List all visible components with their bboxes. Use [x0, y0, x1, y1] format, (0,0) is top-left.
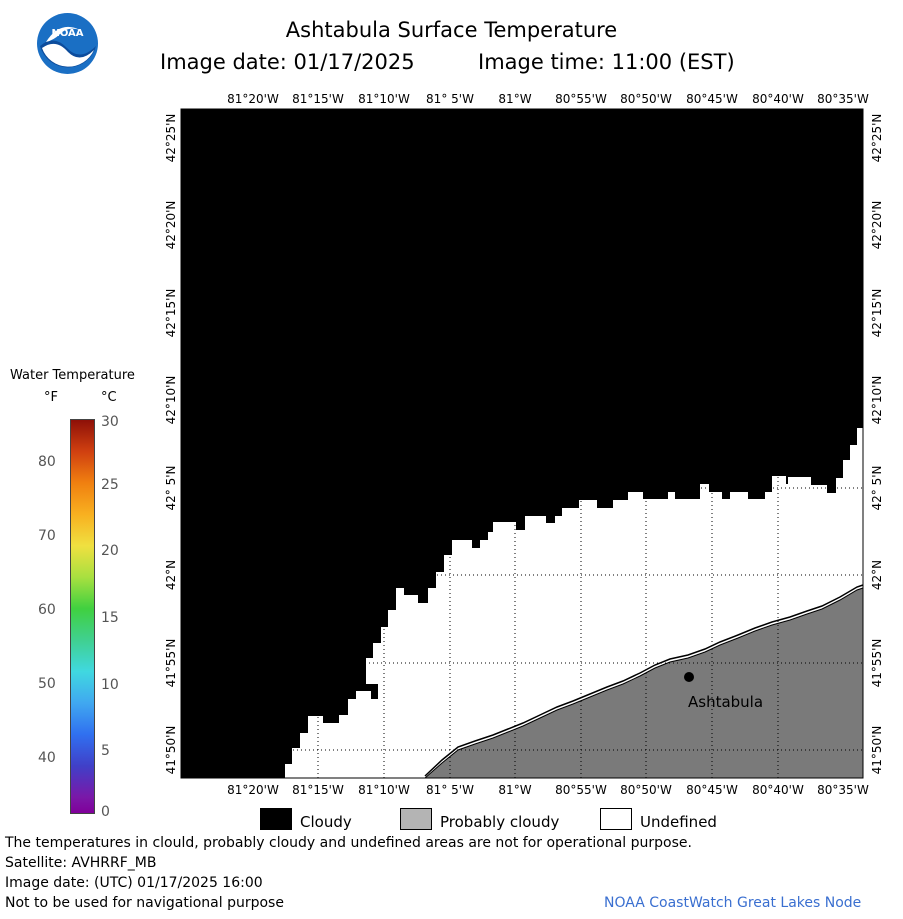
fahrenheit-tick: 50 [38, 676, 56, 692]
page-title: Ashtabula Surface Temperature [285, 18, 618, 42]
footer-satellite: Satellite: AVHRRF_MB [5, 855, 157, 871]
legend-label-probably-cloudy: Probably cloudy [440, 813, 560, 831]
footer-utc-date: Image date: (UTC) 01/17/2025 16:00 [5, 875, 263, 891]
lat-label-left: 42°10'N [164, 376, 178, 425]
lat-label-left: 42°15'N [164, 289, 178, 338]
lat-label-right: 42° 5'N [870, 466, 884, 511]
lat-label-right: 42°15'N [870, 289, 884, 338]
lon-label-top: 80°50'W [620, 92, 672, 106]
lat-label-right: 42°20'N [870, 201, 884, 250]
lat-label-left: 41°55'N [164, 639, 178, 688]
lon-label-top: 81° 5'W [426, 92, 474, 106]
legend-swatch-probably-cloudy [400, 808, 432, 830]
lon-label-bottom: 80°55'W [555, 783, 607, 797]
celsius-tick: 30 [101, 414, 119, 430]
fahrenheit-tick: 40 [38, 750, 56, 766]
lat-label-right: 41°55'N [870, 639, 884, 688]
lat-label-left: 42°20'N [164, 201, 178, 250]
image-date: Image date: 01/17/2025 [160, 50, 415, 74]
lon-label-top: 80°45'W [686, 92, 738, 106]
probably-cloudy-region [423, 587, 864, 779]
celsius-tick: 20 [101, 543, 119, 559]
lat-label-right: 42°N [870, 560, 884, 590]
noaa-logo-text: NOAA [51, 28, 83, 39]
celsius-tick: 10 [101, 677, 119, 693]
map-frame [180, 108, 864, 779]
lon-label-bottom: 81°15'W [292, 783, 344, 797]
lat-label-right: 41°50'N [870, 726, 884, 775]
lon-label-top: 81°20'W [227, 92, 279, 106]
footer-credit: NOAA CoastWatch Great Lakes Node [604, 895, 862, 911]
lon-label-bottom: 80°45'W [686, 783, 738, 797]
celsius-tick: 25 [101, 477, 119, 493]
colorbar-title: Water Temperature [10, 368, 135, 383]
footer-navigation-warning: Not to be used for navigational purpose [5, 895, 284, 911]
lon-label-top: 81°10'W [358, 92, 410, 106]
celsius-tick: 15 [101, 610, 119, 626]
cloudy-region [181, 109, 863, 778]
fahrenheit-tick: 60 [38, 602, 56, 618]
lon-label-top: 81°W [498, 92, 531, 106]
shoreline-highlight [424, 584, 864, 777]
legend-label-undefined: Undefined [640, 813, 717, 831]
image-time: Image time: 11:00 (EST) [478, 50, 735, 74]
footer-disclaimer: The temperatures in clould, probably clo… [5, 835, 692, 851]
legend-swatch-undefined [600, 808, 632, 830]
longitude-labels-top: 81°20'W 81°15'W 81°10'W 81° 5'W 81°W 80°55'W 8… [227, 92, 869, 106]
lat-label-left: 42°N [164, 560, 178, 590]
lon-label-top: 81°15'W [292, 92, 344, 106]
lat-label-right: 42°10'N [870, 376, 884, 425]
lon-label-bottom: 80°35'W [817, 783, 869, 797]
fahrenheit-tick: 70 [38, 528, 56, 544]
longitude-labels-bottom: 81°20'W 81°15'W 81°10'W 81° 5'W 81°W 80°55'W 8… [227, 783, 869, 797]
lon-label-bottom: 81°W [498, 783, 531, 797]
legend-label-cloudy: Cloudy [300, 813, 352, 831]
lon-label-top: 80°40'W [752, 92, 804, 106]
lon-label-top: 80°55'W [555, 92, 607, 106]
ashtabula-marker [684, 672, 694, 682]
lon-label-bottom: 80°40'W [752, 783, 804, 797]
ashtabula-label: Ashtabula [688, 693, 763, 711]
lon-label-bottom: 81°20'W [227, 783, 279, 797]
lon-label-bottom: 80°50'W [620, 783, 672, 797]
lat-label-left: 42°25'N [164, 114, 178, 163]
lon-label-bottom: 81° 5'W [426, 783, 474, 797]
celsius-tick: 5 [101, 743, 110, 759]
fahrenheit-tick: 80 [38, 454, 56, 470]
latitude-labels-left: 42°25'N 42°20'N 42°15'N 42°10'N 42° 5'N 42°N 4… [164, 114, 178, 775]
lon-label-bottom: 81°10'W [358, 783, 410, 797]
unit-celsius: °C [101, 390, 117, 405]
noaa-logo: NOAA [37, 13, 98, 74]
colorbar-gradient [70, 419, 95, 814]
lat-label-right: 42°25'N [870, 114, 884, 163]
lat-label-left: 41°50'N [164, 726, 178, 775]
unit-fahrenheit: °F [44, 390, 58, 405]
lat-label-left: 42° 5'N [164, 466, 178, 511]
celsius-tick: 0 [101, 804, 110, 820]
lon-label-top: 80°35'W [817, 92, 869, 106]
legend-swatch-cloudy [260, 808, 292, 830]
graticule [181, 109, 863, 778]
latitude-labels-right: 42°25'N 42°20'N 42°15'N 42°10'N 42° 5'N 42°N 4… [870, 114, 884, 775]
